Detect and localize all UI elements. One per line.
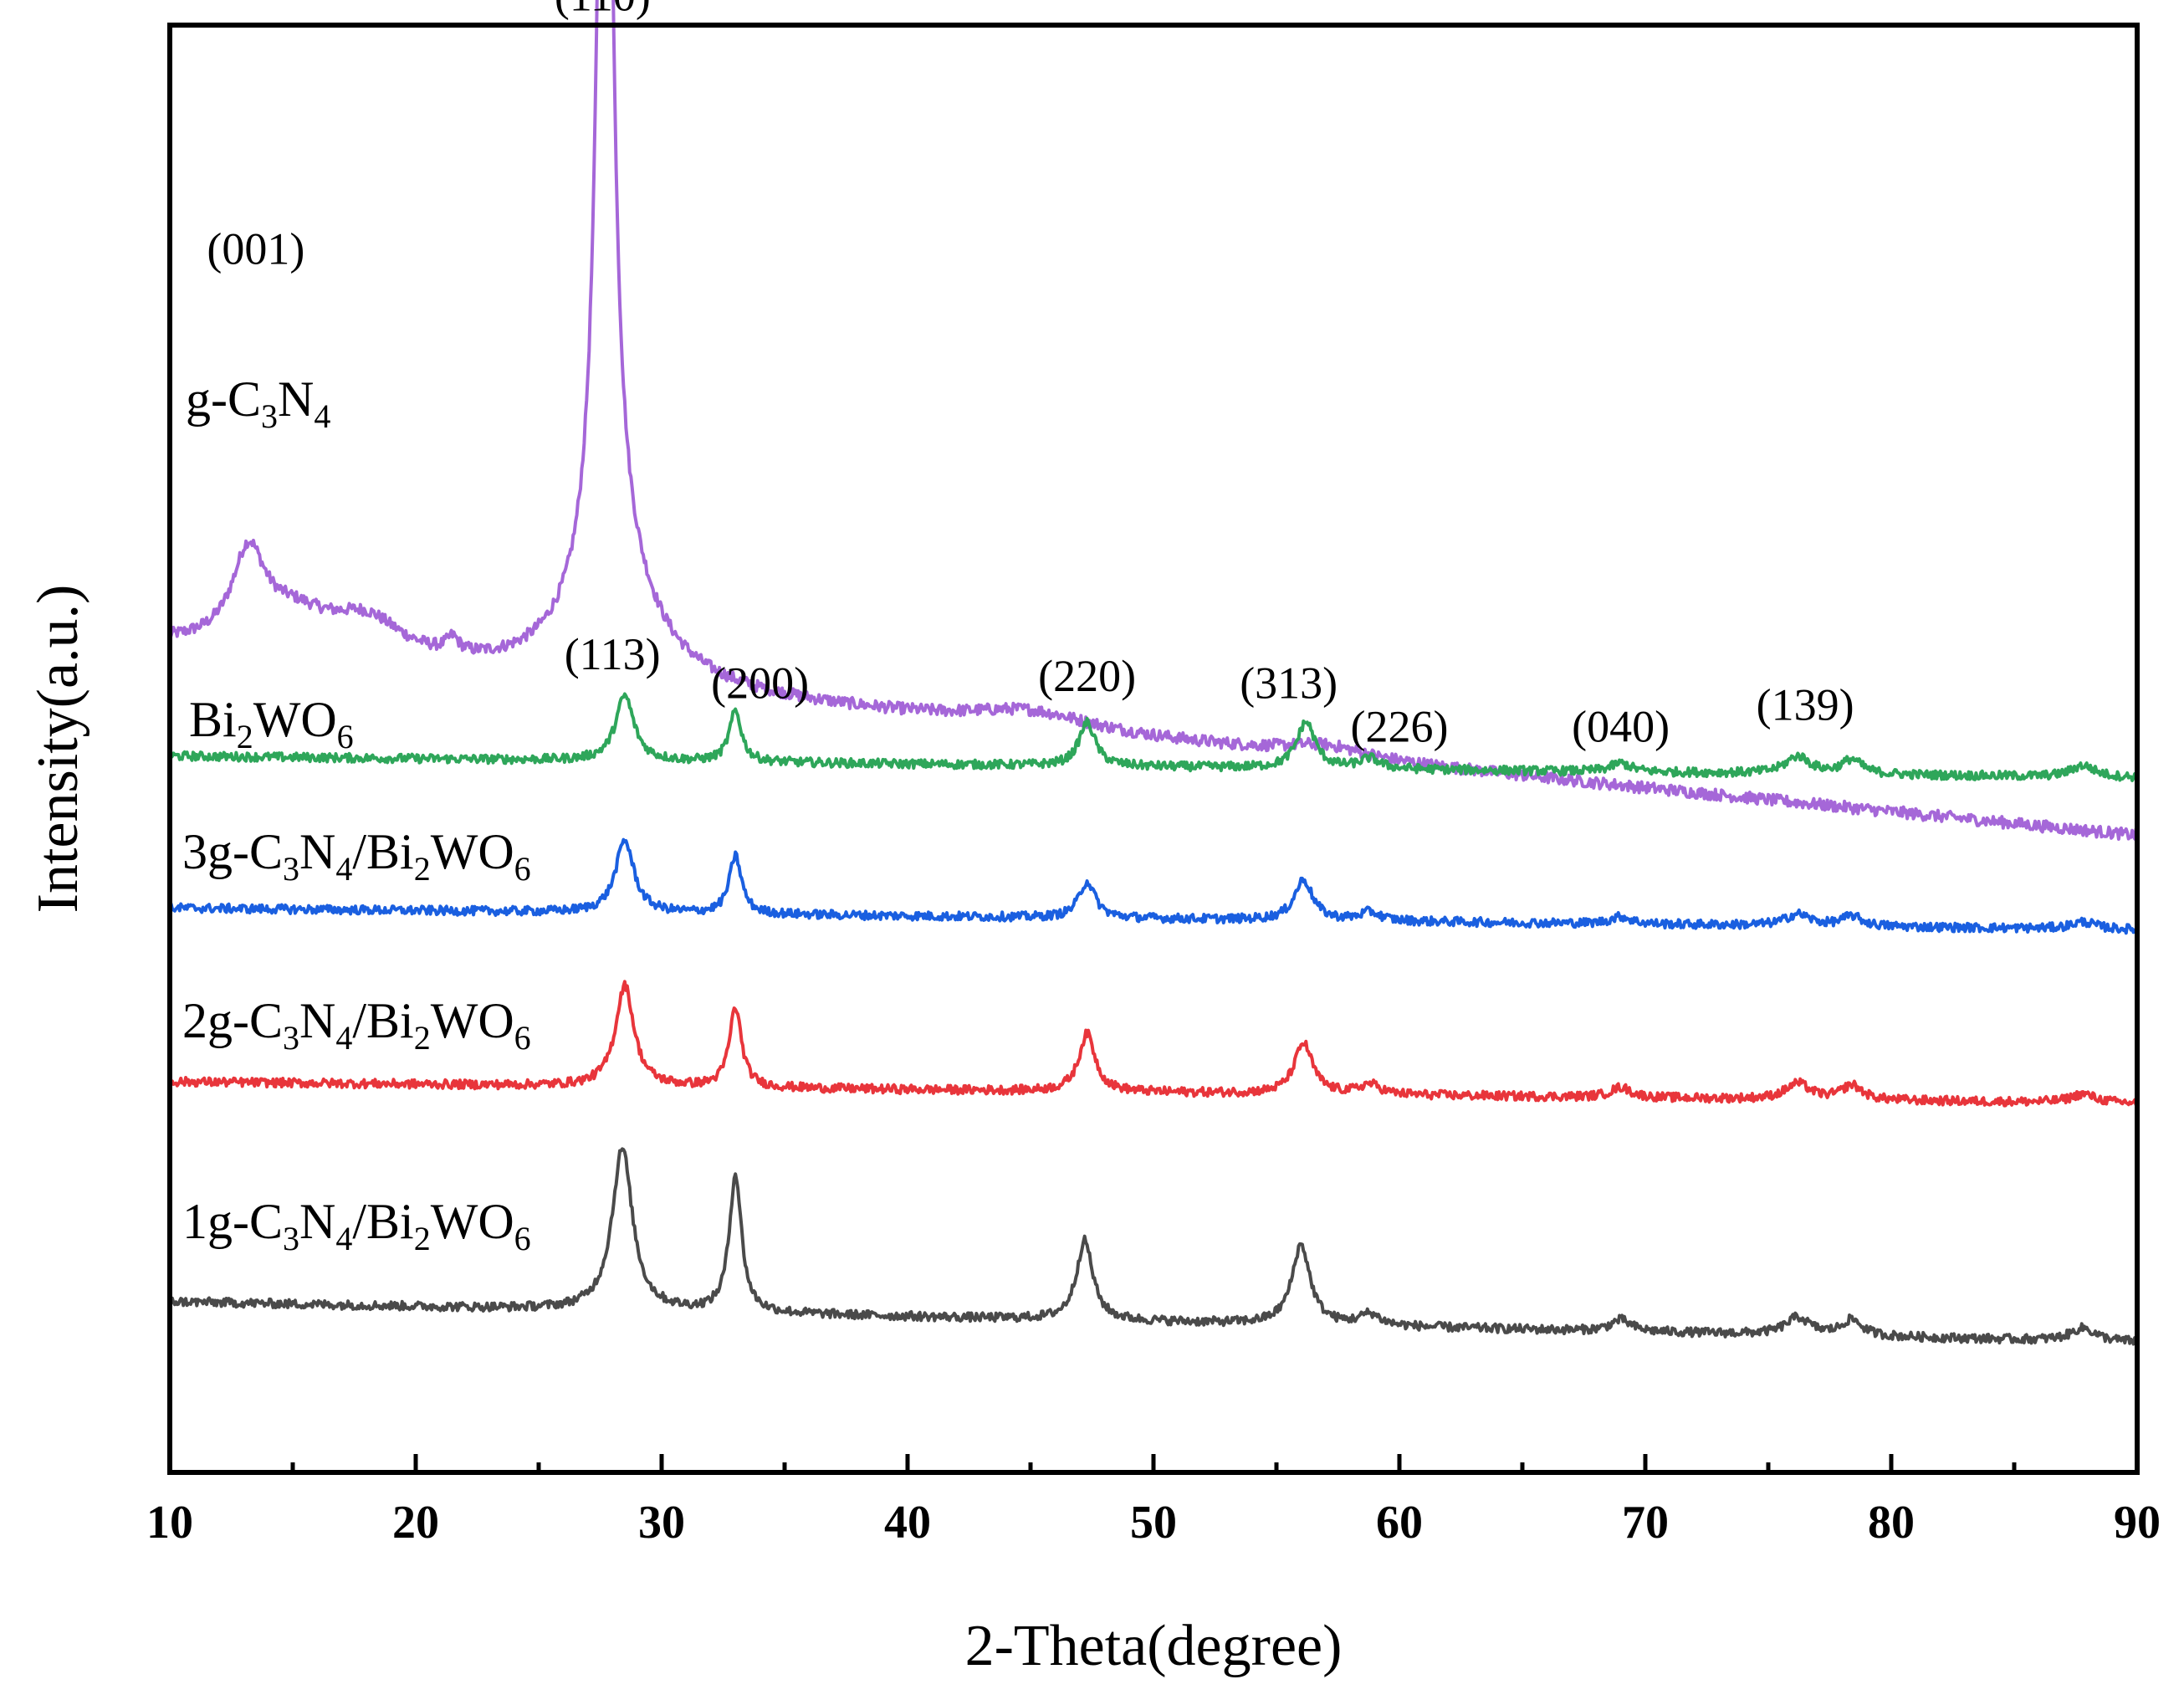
series-label-4: 2g-C3N4/Bi2WO6 [182, 993, 531, 1057]
peak-label-001: (001) [207, 224, 304, 274]
x-tick-label: 10 [146, 1497, 193, 1549]
x-tick-label: 30 [638, 1497, 685, 1549]
labels-layer: g-C3N4 (001) (110) Bi2WO6 (113) (200) (220) (31… [182, 0, 1854, 1257]
peak-label-113: (113) [565, 629, 661, 679]
peak-label-220: (220) [1038, 651, 1136, 701]
x-tick-label: 80 [1868, 1497, 1915, 1549]
x-tick-label: 50 [1130, 1497, 1177, 1549]
peak-label-200: (200) [711, 658, 809, 708]
x-axis: 10 20 30 40 50 60 70 80 90 [146, 1454, 2161, 1549]
x-tick-label: 20 [392, 1497, 439, 1549]
peak-label-110: (110) [555, 0, 651, 21]
series-line-3 [168, 837, 2139, 935]
series-layer [168, 0, 2139, 1346]
series-label-2: Bi2WO6 [189, 692, 354, 755]
series-label-1: g-C3N4 [186, 371, 330, 435]
series-label-5: 1g-C3N4/Bi2WO6 [182, 1194, 531, 1257]
x-tick-label: 60 [1376, 1497, 1423, 1549]
series-label-3: 3g-C3N4/Bi2WO6 [182, 824, 531, 888]
peak-label-139: (139) [1757, 679, 1854, 730]
peak-label-040: (040) [1572, 701, 1670, 751]
x-tick-label: 40 [884, 1497, 931, 1549]
peak-label-226: (226) [1351, 701, 1449, 751]
peak-label-313: (313) [1240, 658, 1338, 708]
y-axis-title: Intensity(a.u.) [26, 585, 90, 914]
series-line-4 [168, 980, 2139, 1108]
x-tick-label: 70 [1622, 1497, 1669, 1549]
x-axis-title: 2-Theta(degree) [965, 1614, 1343, 1678]
series-line-2 [168, 692, 2139, 782]
series-line-1 [168, 0, 2139, 841]
series-line-5 [169, 1147, 2139, 1346]
x-tick-label: 90 [2114, 1497, 2161, 1549]
